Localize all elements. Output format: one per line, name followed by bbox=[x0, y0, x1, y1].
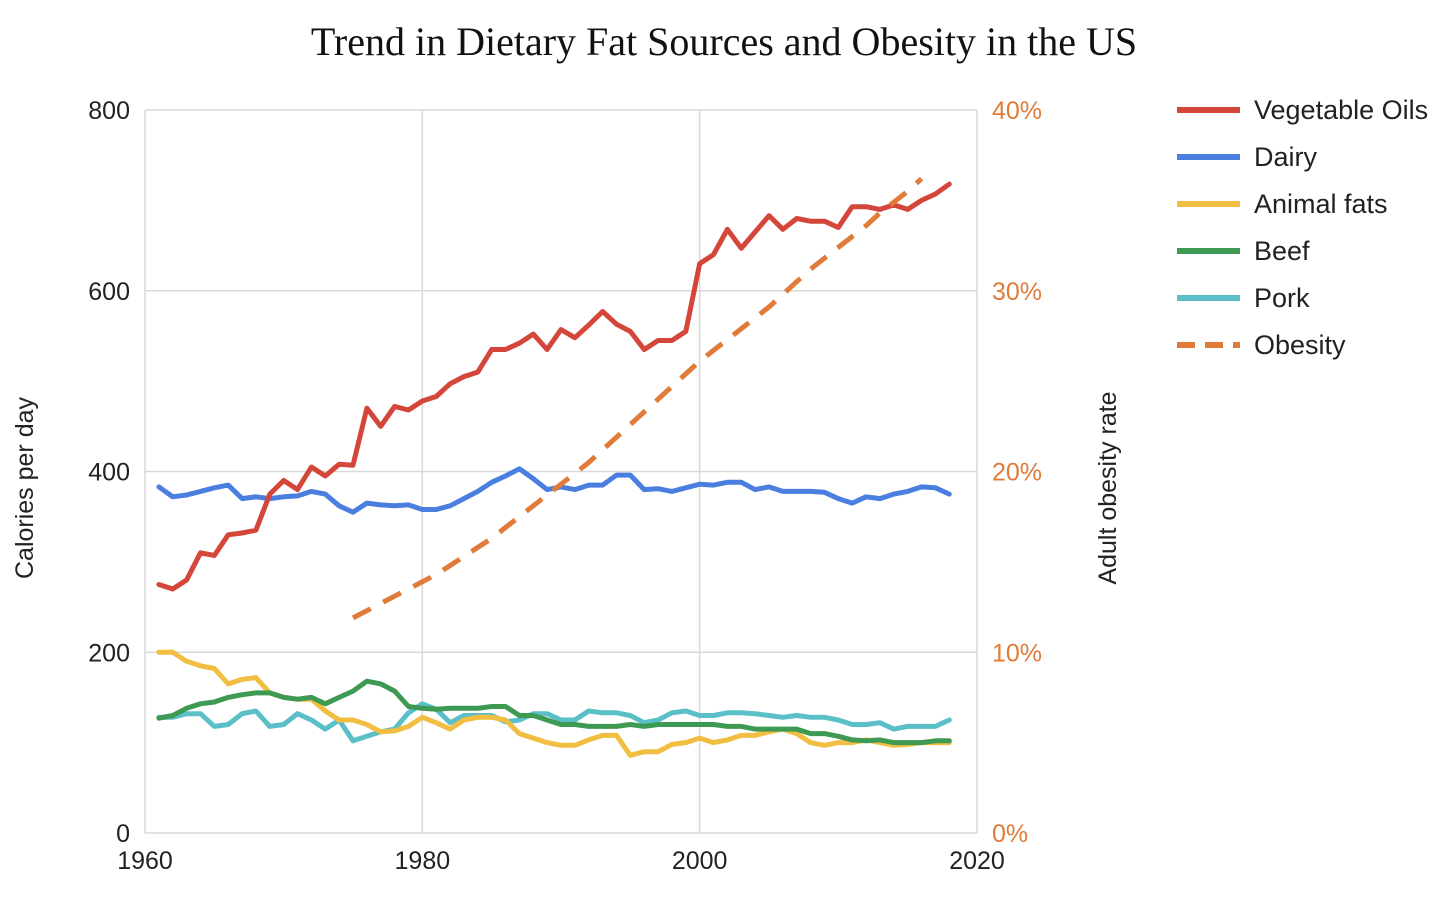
y-tick-label: 600 bbox=[88, 278, 130, 306]
y-tick-label: 800 bbox=[88, 97, 130, 125]
x-tick-label: 2020 bbox=[949, 847, 1005, 875]
y2-tick-label: 30% bbox=[992, 278, 1042, 306]
legend-label: Vegetable Oils bbox=[1254, 95, 1428, 125]
y2-tick-label: 20% bbox=[992, 459, 1042, 487]
series-line-beef bbox=[156, 678, 952, 746]
y2-axis-label: Adult obesity rate bbox=[1094, 391, 1122, 584]
legend-label: Animal fats bbox=[1254, 189, 1388, 219]
x-tick-label: 1960 bbox=[117, 847, 173, 875]
y2-tick-label: 10% bbox=[992, 639, 1042, 667]
series-line-vegetable-oils bbox=[156, 181, 952, 592]
y-tick-label: 0 bbox=[116, 820, 130, 848]
legend-label: Dairy bbox=[1254, 142, 1318, 172]
y-tick-label: 400 bbox=[88, 459, 130, 487]
series-line-obesity bbox=[351, 176, 924, 621]
series-line-pork bbox=[156, 701, 952, 744]
legend-label: Obesity bbox=[1254, 330, 1346, 360]
y2-tick-label: 0% bbox=[992, 820, 1028, 848]
y2-tick-label: 40% bbox=[992, 97, 1042, 125]
gridlines bbox=[144, 109, 978, 834]
y-tick-label: 200 bbox=[88, 639, 130, 667]
legend-label: Pork bbox=[1254, 283, 1310, 313]
y-axis-ticks: 0 200 400 600 800 bbox=[88, 97, 130, 848]
legend: Vegetable Oils Dairy Animal fats Beef Pork Ob… bbox=[1177, 95, 1428, 360]
y2-axis-ticks: 0% 10% 20% 30% 40% bbox=[992, 97, 1042, 848]
chart-title: Trend in Dietary Fat Sources and Obesity… bbox=[311, 19, 1137, 64]
x-tick-label: 1980 bbox=[395, 847, 451, 875]
series-line-animal-fats bbox=[156, 649, 952, 758]
x-axis-ticks: 1960 1980 2000 2020 bbox=[117, 847, 1005, 875]
legend-label: Beef bbox=[1254, 236, 1310, 266]
plot-area bbox=[156, 176, 952, 758]
y-axis-label: Calories per day bbox=[11, 396, 39, 579]
x-tick-label: 2000 bbox=[672, 847, 728, 875]
